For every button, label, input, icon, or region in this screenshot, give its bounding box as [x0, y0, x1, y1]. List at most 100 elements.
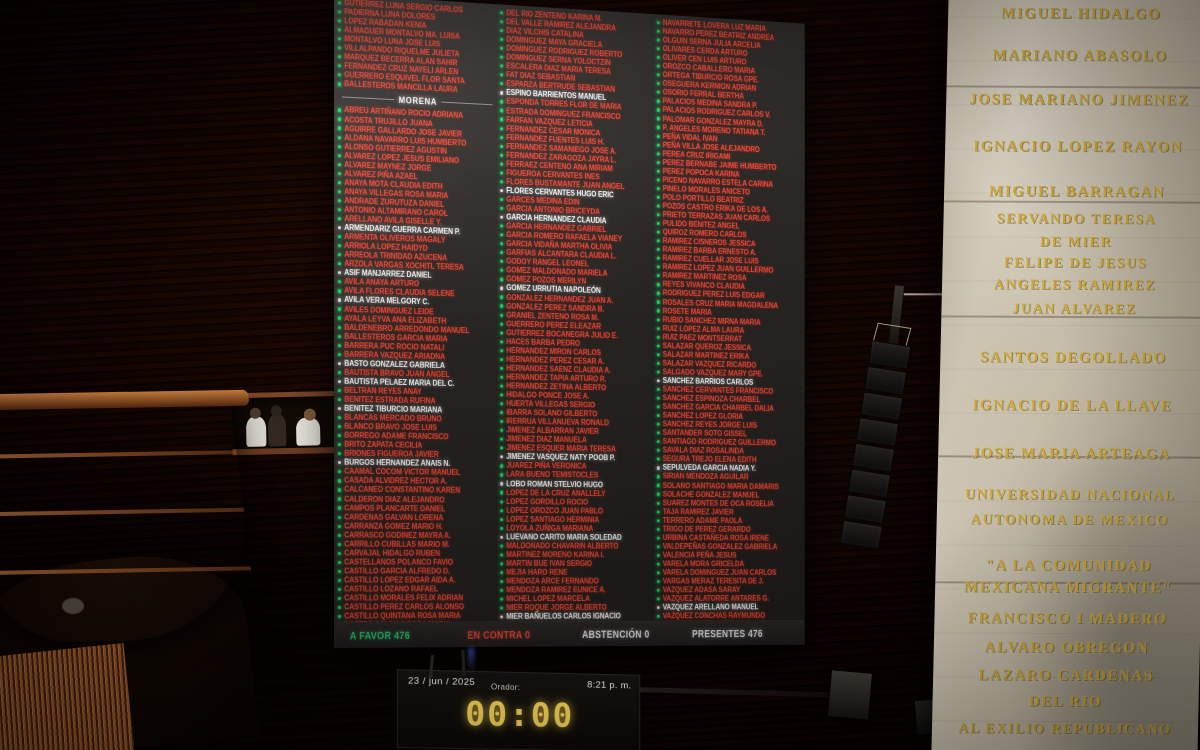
vote-status-dot-icon: [337, 180, 342, 185]
voting-column-2: DEL RIO ZENTENO KARINA M. DEL VALLE RAMIR…: [496, 8, 653, 621]
vote-status-dot-icon: [337, 614, 342, 619]
vote-status-dot-icon: [656, 265, 660, 269]
vote-status-dot-icon: [500, 348, 504, 353]
vote-status-dot-icon: [337, 307, 342, 311]
vote-status-dot-icon: [337, 135, 342, 140]
vote-status-dot-icon: [337, 461, 342, 465]
vote-status-dot-icon: [656, 588, 660, 592]
vote-status-dot-icon: [500, 20, 504, 24]
vote-status-dot-icon: [337, 208, 342, 212]
header-rule-right: [440, 102, 493, 106]
wall-inscription: FELIPE DE JESUS: [942, 255, 1200, 272]
vote-status-dot-icon: [656, 291, 660, 295]
vote-status-dot-icon: [500, 517, 504, 521]
equipment-box: [828, 670, 872, 720]
vote-status-dot-icon: [337, 253, 342, 257]
vote-status-dot-icon: [500, 526, 504, 530]
vote-status-dot-icon: [337, 108, 342, 112]
vote-status-dot-icon: [656, 274, 660, 278]
vote-status-dot-icon: [656, 553, 660, 557]
voting-name-columns: GUTIERREZ LUNA SERGIO CARLOS PADIERNA LUN…: [334, 0, 805, 622]
vote-status-dot-icon: [500, 437, 504, 441]
session-timer-panel: 23 / jun / 2025 Orador: 8:21 p. m. 00:00: [396, 669, 641, 750]
voting-column-1: GUTIERREZ LUNA SERGIO CARLOS PADIERNA LUN…: [334, 0, 496, 622]
vote-status-dot-icon: [500, 162, 504, 166]
vote-status-dot-icon: [500, 295, 504, 299]
vote-status-dot-icon: [500, 73, 504, 77]
inscription-text: JUAN ALVAREZ: [1012, 301, 1137, 318]
vote-status-dot-icon: [337, 199, 342, 203]
vote-status-dot-icon: [500, 55, 504, 60]
vote-status-dot-icon: [337, 28, 342, 32]
vote-status-dot-icon: [500, 126, 504, 131]
vote-status-dot-icon: [500, 304, 504, 308]
person-silhouette-left: [245, 416, 267, 447]
vote-status-dot-icon: [500, 242, 504, 246]
vote-status-dot-icon: [656, 47, 660, 51]
vote-status-dot-icon: [656, 90, 660, 95]
wall-inscription: IGNACIO DE LA LLAVE: [939, 397, 1200, 415]
vote-status-dot-icon: [500, 402, 504, 406]
inscription-text: JOSE MARIA ARTEAGA: [971, 445, 1171, 463]
vote-status-dot-icon: [500, 29, 504, 33]
wall-inscription: AL EXILIO REPUBLICANO: [932, 721, 1198, 738]
vote-status-dot-icon: [656, 117, 660, 121]
vote-status-dot-icon: [337, 117, 342, 121]
inscription-text: MEXICANA MIGRANTE": [963, 579, 1173, 597]
vote-status-dot-icon: [656, 518, 660, 522]
vote-status-dot-icon: [500, 508, 504, 513]
vote-status-dot-icon: [656, 483, 660, 488]
vote-status-dot-icon: [500, 109, 504, 113]
inscription-text: IGNACIO DE LA LLAVE: [972, 397, 1173, 415]
vote-status-dot-icon: [337, 235, 342, 239]
vote-status-dot-icon: [656, 195, 660, 199]
vote-status-dot-icon: [656, 99, 660, 103]
inscription-text: MIGUEL BARRAGAN: [988, 183, 1166, 201]
wall-inscription: MARIANO ABASOLO: [947, 47, 1200, 65]
vote-status-dot-icon: [656, 501, 660, 505]
vote-status-dot-icon: [500, 171, 504, 175]
vote-status-dot-icon: [500, 260, 504, 264]
vote-status-dot-icon: [500, 180, 504, 184]
vote-status-dot-icon: [500, 153, 504, 157]
vote-status-dot-icon: [500, 562, 504, 566]
vote-status-dot-icon: [656, 457, 660, 461]
inscription-text: ALVARO OBREGON: [984, 639, 1150, 656]
vote-status-dot-icon: [337, 488, 342, 492]
wall-inscription: LAZARO CARDENAS: [933, 668, 1199, 686]
vote-status-dot-icon: [337, 289, 342, 293]
wall-inscription: SANTOS DEGOLLADO: [940, 349, 1200, 367]
inscription-text: MARIANO ABASOLO: [992, 47, 1169, 65]
inscription-text: SANTOS DEGOLLADO: [979, 349, 1167, 367]
vote-status-dot-icon: [337, 162, 342, 167]
vote-status-dot-icon: [656, 571, 660, 575]
wall-inscription: "A LA COMUNIDAD: [935, 557, 1200, 575]
electronic-voting-board: GUTIERREZ LUNA SERGIO CARLOS PADIERNA LUN…: [334, 0, 805, 648]
vote-status-dot-icon: [500, 331, 504, 335]
vote-status-dot-icon: [500, 251, 504, 255]
vote-status-dot-icon: [500, 420, 504, 424]
lower-wood-pillar: [0, 643, 136, 750]
vote-status-dot-icon: [656, 440, 660, 444]
vote-status-dot-icon: [656, 152, 660, 156]
vote-status-dot-icon: [337, 334, 342, 338]
wall-inscription: DEL RIO: [932, 693, 1198, 711]
vote-status-dot-icon: [656, 309, 660, 313]
vote-status-dot-icon: [500, 428, 504, 433]
vote-status-dot-icon: [656, 256, 660, 261]
honor-stone-wall: MIGUEL HIDALGO MARIANO ABASOLO JOSE MARIAN…: [931, 0, 1200, 750]
vote-status-dot-icon: [656, 352, 660, 357]
vote-status-dot-icon: [337, 298, 342, 302]
vote-status-dot-icon: [337, 379, 342, 384]
vote-status-dot-icon: [337, 515, 342, 519]
inscription-text: UNIVERSIDAD NACIONAL: [964, 487, 1176, 504]
vote-status-dot-icon: [500, 313, 504, 317]
vote-tally-bar: A FAVOR 476 EN CONTRA 0 ABSTENCIÓN 0 PRE…: [334, 620, 805, 648]
inscription-text: ANGELES RAMIREZ: [993, 277, 1157, 294]
vote-status-dot-icon: [337, 171, 342, 176]
inscription-text: SERVANDO TERESA: [996, 212, 1157, 228]
tally-presentes: PRESENTES 476: [692, 627, 763, 640]
vote-status-dot-icon: [337, 280, 342, 284]
vote-status-dot-icon: [337, 533, 342, 537]
